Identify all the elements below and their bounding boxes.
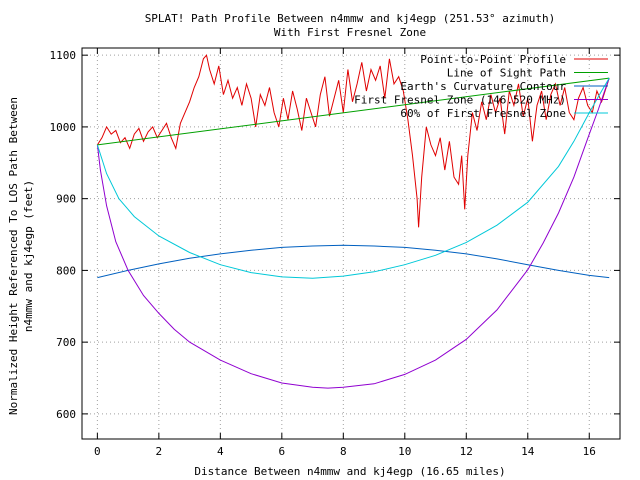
y-tick-label: 900 (56, 193, 76, 206)
plot-frame (81, 47, 621, 440)
y-axis-label-line1: Normalized Height Referenced To LOS Path… (7, 97, 20, 415)
x-tick-label: 8 (340, 445, 347, 458)
legend-label: Line of Sight Path (447, 67, 566, 80)
legend-label: First Fresnel Zone (146.520 MHz) (354, 94, 566, 107)
series-line-line-of-sight-path (97, 77, 610, 146)
legend-label: Point-to-Point Profile (420, 53, 566, 66)
series-line-point-to-point-profile (96, 54, 610, 228)
x-tick-label: 6 (279, 445, 286, 458)
x-tick-label: 14 (521, 445, 535, 458)
y-tick-label: 600 (56, 408, 76, 421)
legend-label: Earth's Curvature Contour (400, 80, 566, 93)
x-axis-label: Distance Between n4mmw and kj4egp (16.65… (194, 465, 505, 478)
x-tick-label: 0 (94, 445, 101, 458)
x-tick-label: 10 (398, 445, 411, 458)
legend-label: 60% of First Fresnel Zone (400, 107, 566, 120)
chart-subtitle: With First Fresnel Zone (274, 26, 426, 39)
x-tick-label: 2 (156, 445, 163, 458)
chart-title: SPLAT! Path Profile Between n4mmw and kj… (145, 12, 556, 25)
y-tick-label: 1000 (50, 121, 77, 134)
series-lines (96, 54, 610, 389)
series-line-first-fresnel-zone-146-520-mhz (96, 77, 610, 389)
x-tick-label: 16 (583, 445, 596, 458)
y-tick-label: 1100 (50, 49, 77, 62)
x-tick-label: 4 (217, 445, 224, 458)
series-line-earth-s-curvature-contour (97, 244, 610, 279)
series-line-60-of-first-fresnel-zone (96, 77, 610, 279)
x-tick-label: 12 (460, 445, 473, 458)
y-tick-label: 800 (56, 264, 76, 277)
y-tick-label: 700 (56, 336, 76, 349)
axis-ticks: 0 2 4 6 8 10 12 14 16 600 700 800 900 1000 1100 (50, 48, 620, 458)
y-axis-label-line2: n4mmw and kj4egp (feet) (22, 180, 35, 332)
